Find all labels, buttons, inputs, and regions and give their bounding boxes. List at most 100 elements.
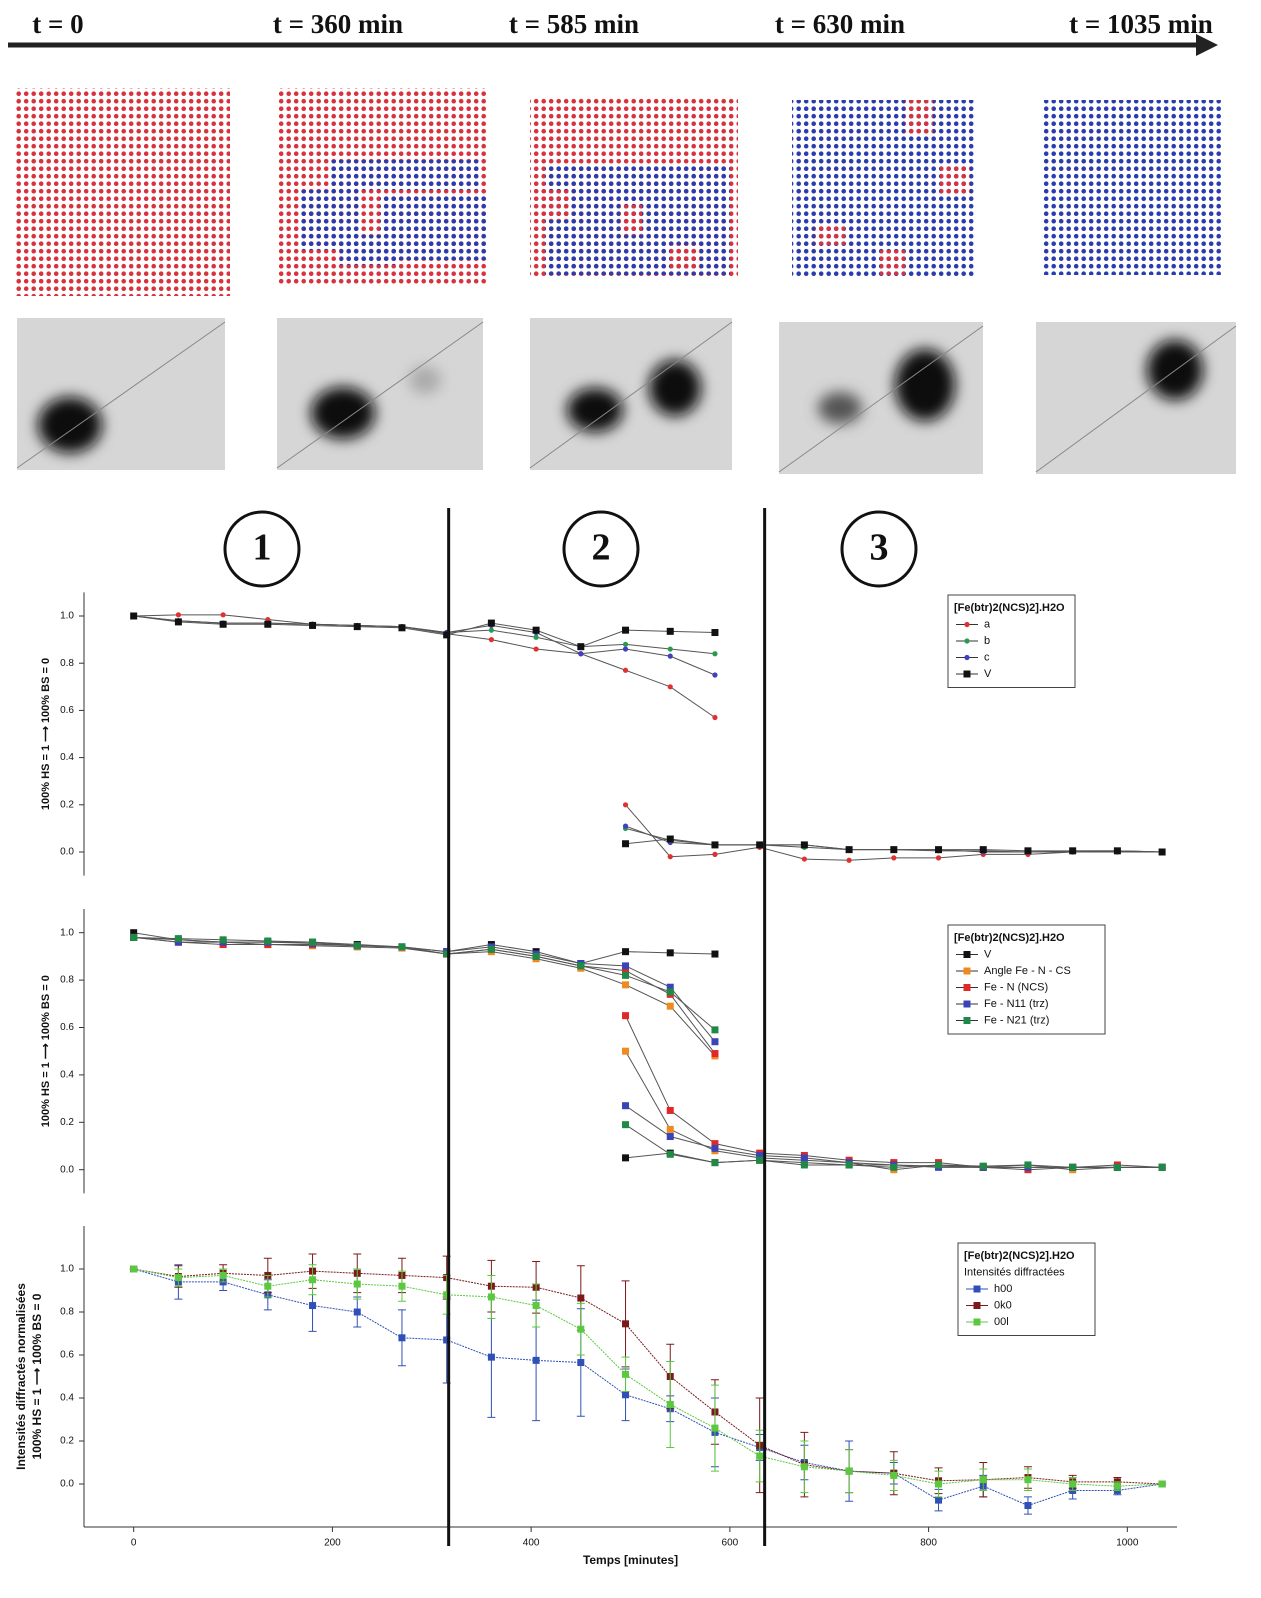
data-point	[622, 1370, 630, 1378]
data-point	[667, 854, 673, 860]
data-point	[800, 1161, 808, 1169]
data-point	[577, 1359, 585, 1367]
data-point	[800, 1154, 808, 1162]
legend-title: [Fe(btr)2(NCS)2].H2O	[964, 1250, 1075, 1262]
series-line	[133, 614, 716, 718]
data-point	[443, 950, 451, 958]
data-point	[845, 1161, 853, 1169]
data-point	[533, 646, 539, 652]
data-point	[667, 646, 673, 652]
data-point	[353, 1308, 361, 1316]
data-point	[130, 933, 138, 941]
data-point	[622, 1121, 630, 1129]
data-point	[622, 1047, 630, 1055]
legend-marker	[964, 654, 970, 661]
series-line	[133, 936, 716, 1057]
data-point	[622, 802, 629, 808]
phase-circle	[223, 510, 301, 588]
data-point	[488, 627, 494, 633]
data-point	[622, 1154, 630, 1162]
legend-marker	[973, 1302, 981, 1309]
time-label: t = 0	[32, 9, 83, 39]
y-tick-label: 0.6	[60, 1022, 74, 1033]
legend-marker	[964, 621, 970, 628]
data-point	[532, 626, 540, 634]
data-point	[220, 612, 226, 618]
y-tick-label: 0.0	[60, 1479, 74, 1490]
y-axis-label: 100% HS = 1 ⟶ 100% BS = 0	[30, 1293, 44, 1459]
data-point	[622, 646, 629, 652]
data-point	[1069, 1480, 1077, 1488]
data-point	[264, 937, 272, 945]
data-point	[353, 623, 361, 631]
legend-title: [Fe(btr)2(NCS)2].H2O	[954, 932, 1065, 944]
y-tick-label: 0.0	[60, 1164, 74, 1175]
data-point	[1069, 1163, 1077, 1171]
data-point	[667, 653, 673, 659]
data-point	[666, 983, 674, 991]
legend-subtitle: Intensités diffractées	[964, 1266, 1065, 1278]
y-tick-label: 0.8	[60, 975, 74, 986]
data-point	[309, 938, 317, 946]
time-label: t = 630 min	[775, 9, 905, 39]
phase-label: 2	[592, 527, 611, 569]
y-axis-label: 100% HS = 1 ⟶ 100% BS = 0	[40, 658, 52, 810]
data-point	[666, 627, 674, 635]
data-point	[1113, 847, 1121, 855]
data-point	[712, 714, 718, 721]
data-point	[800, 1463, 808, 1471]
y-tick-label: 0.0	[60, 847, 74, 858]
y-axis-label: Intensités diffractés normalisées	[14, 1283, 28, 1470]
legend-marker	[963, 670, 971, 678]
lattice-snapshots	[15, 88, 1222, 296]
legend-label: b	[984, 635, 990, 647]
phase-label: 3	[870, 527, 889, 569]
y-tick-label: 0.2	[60, 1436, 74, 1447]
y-tick-label: 0.6	[60, 705, 74, 716]
data-point	[577, 1294, 585, 1302]
legend-label: Fe - N21 (trz)	[984, 1014, 1049, 1026]
data-point	[1158, 848, 1166, 856]
data-point	[756, 1151, 764, 1159]
phase-circle	[562, 510, 640, 588]
series-line	[133, 615, 716, 676]
time-label: t = 1035 min	[1069, 9, 1213, 39]
data-point	[398, 1334, 406, 1342]
y-axis-label: 100% HS = 1 ⟶ 100% BS = 0	[40, 975, 52, 1127]
y-tick-label: 0.8	[60, 1307, 74, 1318]
data-point	[756, 1156, 764, 1164]
data-point	[711, 1424, 719, 1432]
data-point	[1024, 1502, 1032, 1509]
data-point	[1024, 847, 1032, 855]
time-label: t = 585 min	[509, 9, 639, 39]
data-point	[219, 936, 227, 944]
data-point	[487, 945, 495, 953]
x-tick-label: 400	[523, 1538, 540, 1549]
legend-marker	[963, 967, 971, 975]
data-point	[711, 1144, 719, 1152]
legend-label: 0k0	[994, 1299, 1012, 1311]
legend-marker	[973, 1285, 981, 1293]
data-point	[577, 962, 585, 970]
data-point	[935, 1161, 943, 1169]
data-point	[756, 1452, 764, 1460]
legend-label: Fe - N (NCS)	[984, 981, 1048, 993]
data-point	[712, 672, 718, 678]
series-line	[133, 936, 716, 1043]
data-point	[532, 1356, 540, 1364]
phase-label: 1	[253, 527, 272, 569]
data-point	[979, 846, 987, 854]
legend-label: c	[984, 651, 990, 663]
data-point	[219, 1271, 227, 1279]
data-point	[622, 1391, 630, 1399]
data-point	[398, 1282, 406, 1290]
data-point	[622, 981, 630, 989]
legend-label: a	[984, 618, 991, 630]
legend-label: V	[984, 668, 992, 680]
data-point	[443, 631, 451, 639]
data-point	[756, 841, 764, 849]
data-point	[891, 855, 897, 861]
data-point	[130, 1265, 138, 1273]
data-point	[890, 1163, 898, 1171]
data-point	[1024, 1161, 1032, 1169]
